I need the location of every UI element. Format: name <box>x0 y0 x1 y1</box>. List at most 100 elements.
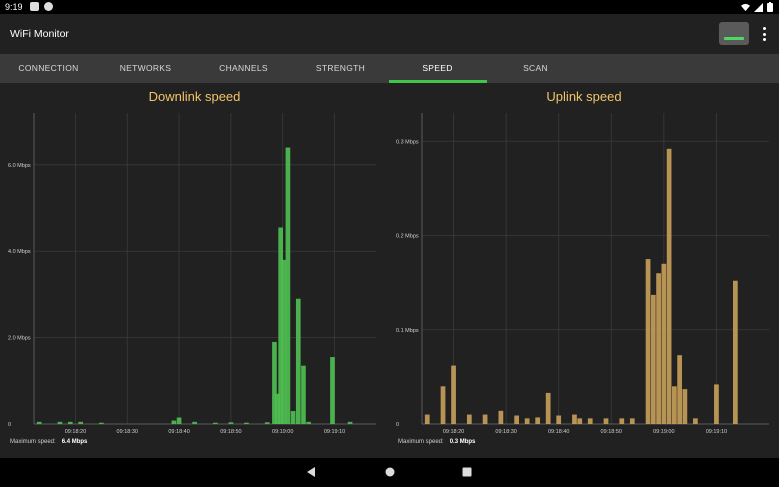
uplink-x-tick-label: 09:18:30 <box>495 429 516 435</box>
wifi-icon <box>741 3 750 11</box>
uplink-y-tick-label: 0 <box>396 422 399 428</box>
uplink-chart: 09:18:20 09:18:30 09:18:40 09:18:50 09:19:00… <box>396 113 769 435</box>
downlink-bar <box>306 421 311 424</box>
uplink-bar <box>666 148 672 424</box>
downlink-bar <box>36 421 42 424</box>
downlink-x-tick-label: 09:18:40 <box>168 429 189 435</box>
uplink-bar <box>424 414 430 424</box>
status-time: 9:19 <box>5 2 23 12</box>
downlink-bar <box>176 417 182 424</box>
uplink-bar <box>535 417 541 424</box>
back-icon[interactable] <box>305 466 317 478</box>
tab-strength[interactable]: STRENGTH <box>315 63 366 73</box>
uplink-bar <box>619 418 625 424</box>
uplink-bar <box>661 263 667 424</box>
uplink-bar <box>603 418 609 424</box>
downlink-bar <box>281 259 287 424</box>
downlink-y-tick-label: 2.0 Mbps <box>8 336 31 342</box>
uplink-x-tick-label: 09:19:00 <box>653 429 674 435</box>
uplink-bar <box>629 418 635 424</box>
notification-icon <box>30 2 39 11</box>
sync-icon <box>44 2 53 11</box>
downlink-bar <box>213 422 218 424</box>
downlink-bar <box>272 341 277 424</box>
uplink-max-value: 0.3 Mbps <box>449 439 476 445</box>
downlink-bar <box>171 420 177 424</box>
uplink-bar <box>677 355 682 424</box>
downlink-x-tick-label: 09:19:00 <box>272 429 293 435</box>
downlink-bar <box>99 422 104 424</box>
downlink-bar <box>275 393 280 424</box>
uplink-bar <box>498 410 504 424</box>
uplink-bar <box>440 386 446 424</box>
uplink-bar <box>482 414 488 424</box>
downlink-bar <box>278 227 283 424</box>
downlink-x-tick-label: 09:19:10 <box>324 429 345 435</box>
downlink-max-label: Maximum speed: <box>10 439 56 445</box>
uplink-y-tick-label: 0.2 Mbps <box>396 234 419 240</box>
downlink-chart-title: Downlink speed <box>148 89 241 104</box>
uplink-bar <box>656 273 661 424</box>
speed-content: Downlink speed Uplink speed 09:18:20 09:1… <box>0 83 779 458</box>
downlink-bar <box>192 421 197 424</box>
uplink-bar <box>714 384 719 424</box>
home-icon[interactable] <box>384 466 396 478</box>
uplink-bar <box>671 386 677 424</box>
status-bar: 9:19 <box>0 0 779 14</box>
downlink-bar <box>347 421 353 424</box>
uplink-bar <box>514 415 520 424</box>
uplink-x-tick-label: 09:19:10 <box>706 429 727 435</box>
uplink-chart-title: Uplink speed <box>546 89 622 104</box>
status-icons <box>741 2 773 12</box>
uplink-x-tick-label: 09:18:40 <box>548 429 569 435</box>
battery-icon <box>767 2 773 12</box>
downlink-max-speed: Maximum speed: 6.4 Mbps <box>10 439 87 445</box>
downlink-bar <box>301 365 306 424</box>
downlink-max-value: 6.4 Mbps <box>61 439 88 445</box>
downlink-y-tick-label: 6.0 Mbps <box>8 163 31 169</box>
navigation-bar <box>0 458 779 487</box>
downlink-bar <box>67 421 73 424</box>
uplink-bar <box>466 414 472 424</box>
downlink-bar <box>57 421 63 424</box>
downlink-y-tick-label: 0 <box>8 422 11 428</box>
uplink-max-speed: Maximum speed: 0.3 Mbps <box>398 439 475 445</box>
downlink-x-tick-label: 09:18:30 <box>117 429 138 435</box>
downlink-bar <box>264 422 270 424</box>
downlink-bar <box>228 422 234 424</box>
downlink-bar <box>78 421 83 424</box>
tab-indicator <box>389 80 487 83</box>
tab-connection[interactable]: CONNECTION <box>18 63 79 73</box>
uplink-bar <box>556 415 562 424</box>
uplink-y-tick-label: 0.3 Mbps <box>396 139 419 145</box>
uplink-bar <box>645 259 651 424</box>
uplink-max-label: Maximum speed: <box>398 439 444 445</box>
overflow-menu-icon[interactable] <box>758 26 770 42</box>
downlink-x-tick-label: 09:18:50 <box>220 429 241 435</box>
signal-badge-icon[interactable] <box>719 22 749 45</box>
signal-icon <box>754 2 763 12</box>
uplink-bar <box>577 418 583 424</box>
tab-speed[interactable]: SPEED <box>422 63 453 73</box>
downlink-y-tick-label: 4.0 Mbps <box>8 249 31 255</box>
downlink-bar <box>290 411 296 424</box>
uplink-x-tick-label: 09:18:50 <box>601 429 622 435</box>
uplink-bar <box>524 418 530 424</box>
tab-bar: CONNECTION NETWORKS CHANNELS STRENGTH SP… <box>0 54 779 83</box>
downlink-bar <box>244 422 249 424</box>
uplink-bar <box>693 418 698 424</box>
app-bar: WiFi Monitor <box>0 14 779 54</box>
recents-icon[interactable] <box>461 466 473 478</box>
uplink-x-tick-label: 09:18:20 <box>443 429 464 435</box>
downlink-chart: 09:18:20 09:18:30 09:18:40 09:18:50 09:19:00… <box>8 113 376 435</box>
tab-scan[interactable]: SCAN <box>523 63 548 73</box>
downlink-bar <box>295 298 301 424</box>
tab-networks[interactable]: NETWORKS <box>119 63 172 73</box>
uplink-y-tick-label: 0.1 Mbps <box>396 328 419 334</box>
uplink-bar <box>451 365 456 424</box>
uplink-bar <box>650 294 656 424</box>
uplink-bar <box>682 389 688 424</box>
uplink-bar <box>587 418 593 424</box>
tab-channels[interactable]: CHANNELS <box>219 63 268 73</box>
downlink-bar <box>330 357 335 424</box>
